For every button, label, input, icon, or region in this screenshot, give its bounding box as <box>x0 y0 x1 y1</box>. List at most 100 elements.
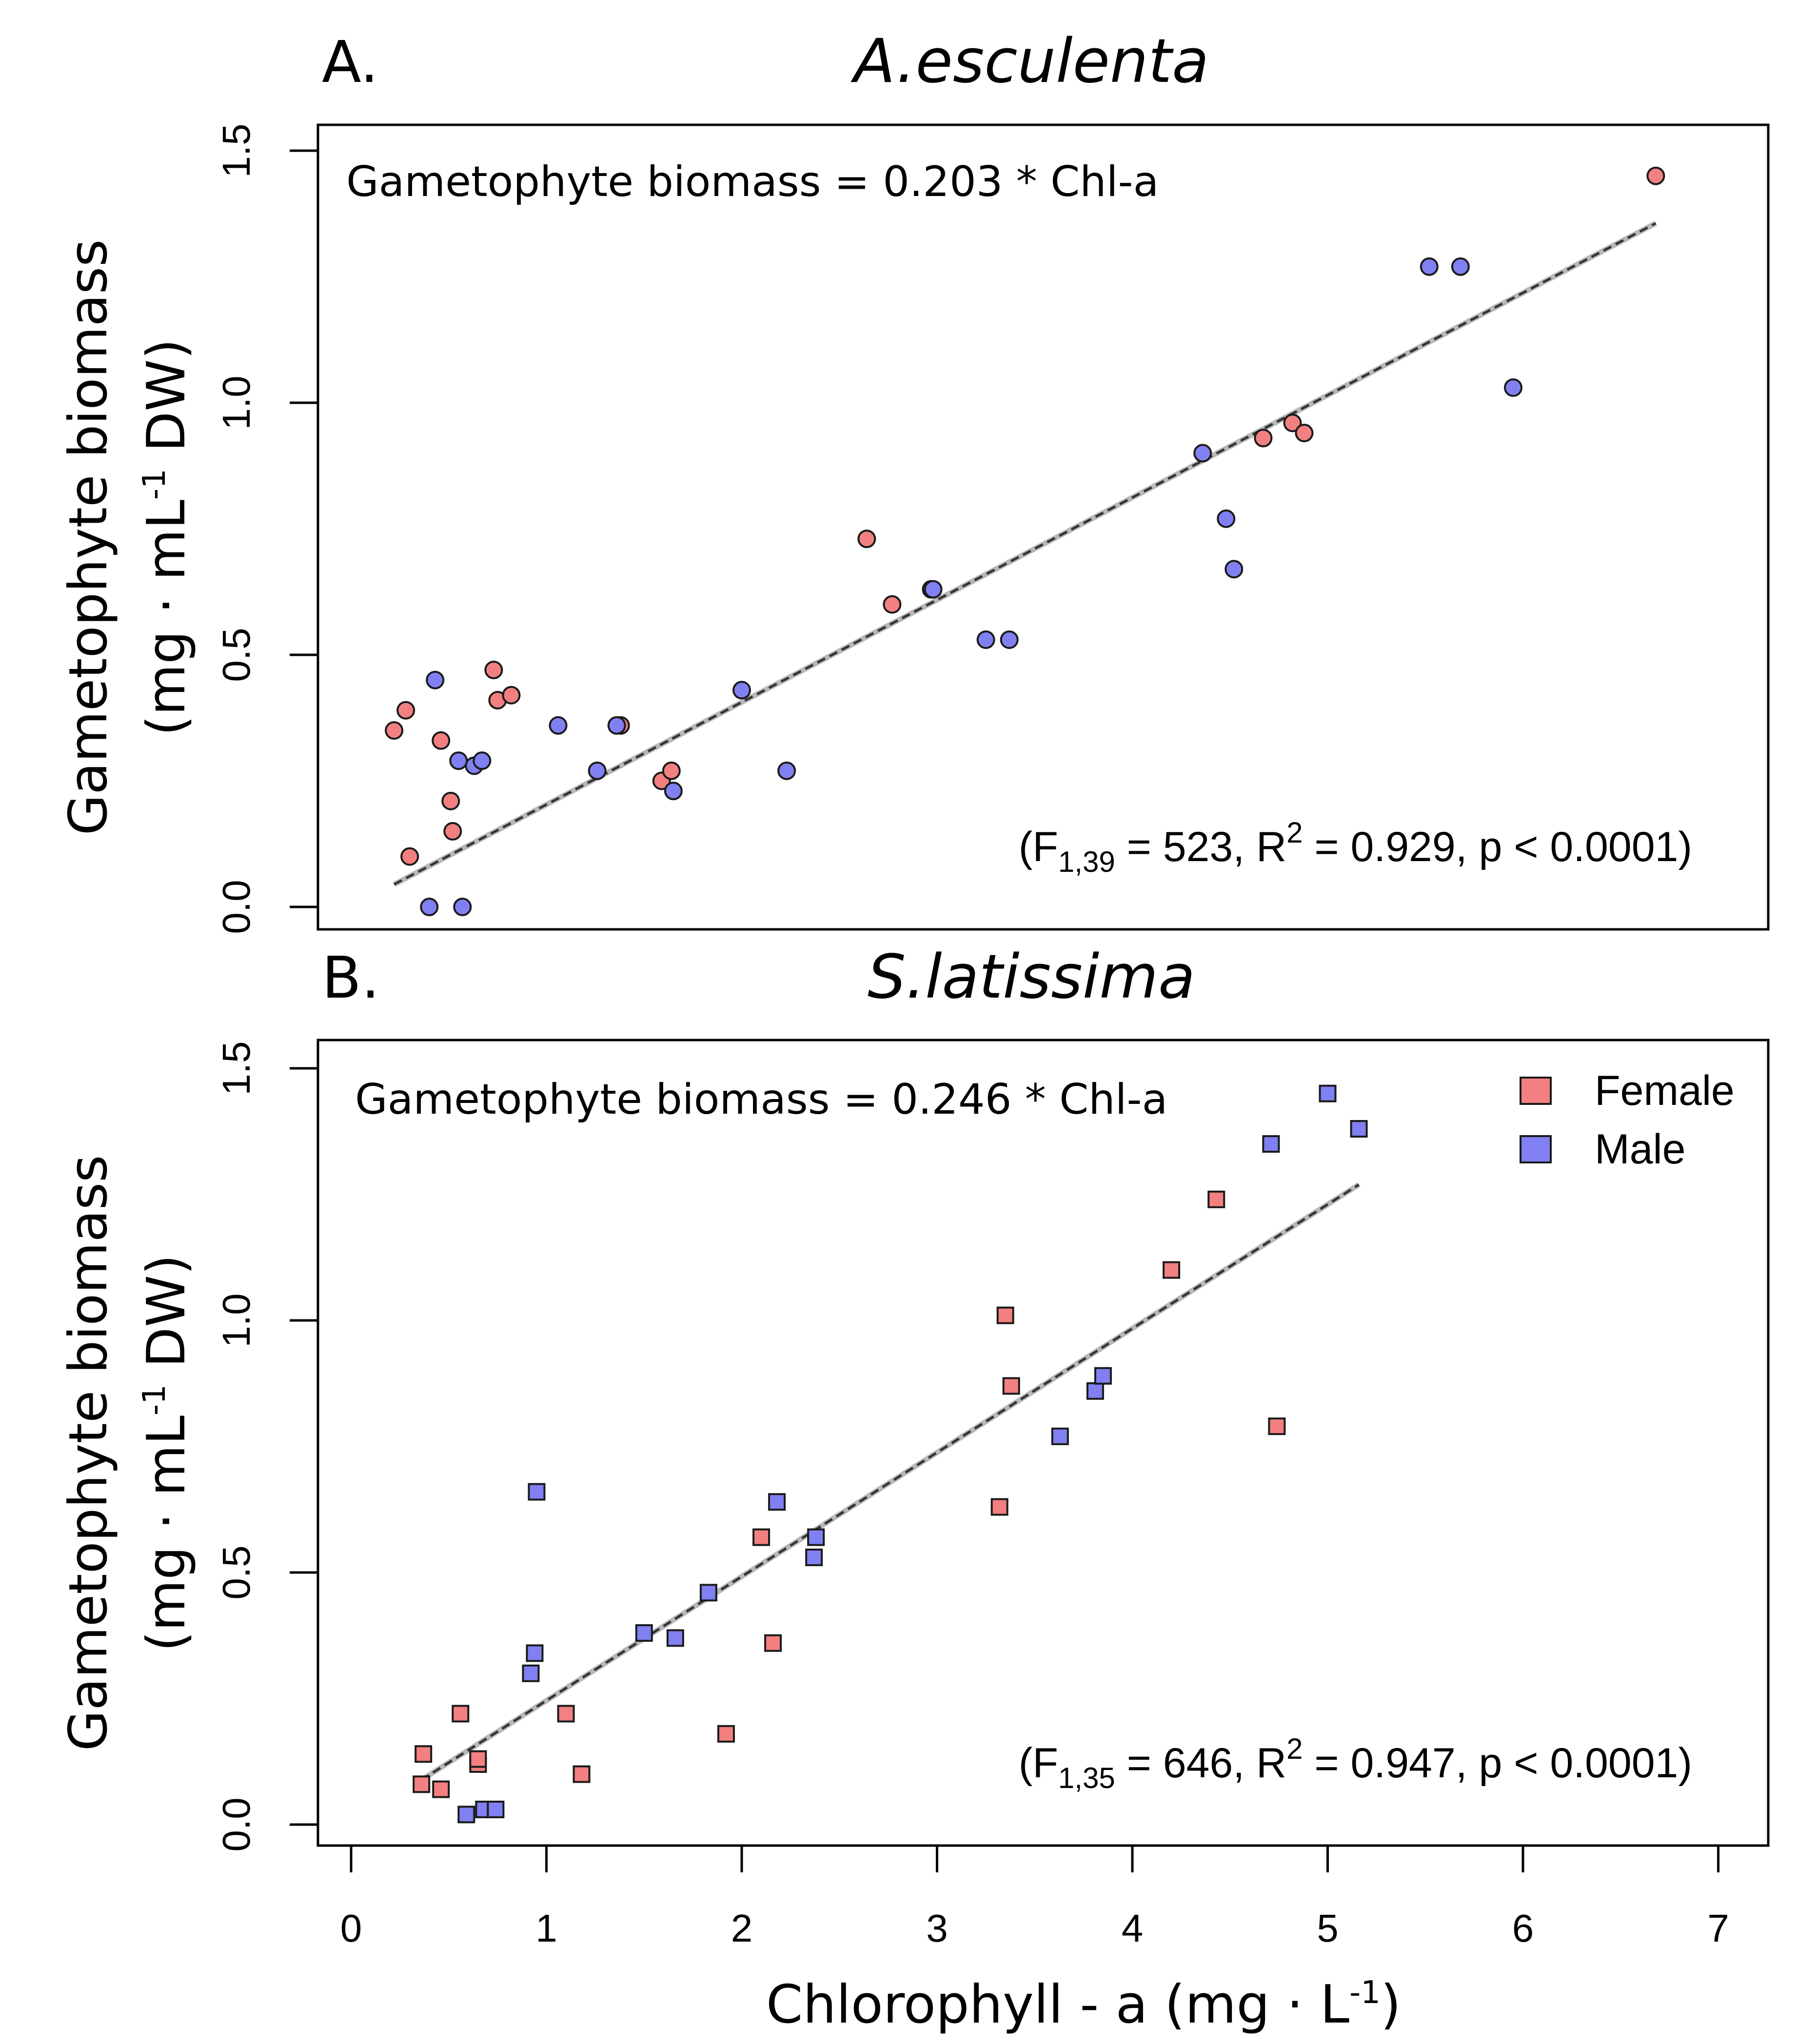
panel-a-point-male <box>1193 444 1212 463</box>
panel-a-point-female <box>432 731 451 750</box>
panel-b-point-female <box>1207 1190 1225 1208</box>
panel-a-point-female <box>484 661 503 680</box>
panel-a-point-male <box>777 761 796 780</box>
panel-b-x-tick-label: 6 <box>1512 1906 1534 1950</box>
panel-a-point-female <box>883 595 902 614</box>
panel-b-point-female <box>1002 1377 1020 1395</box>
panel-a-letter: A. <box>322 28 378 96</box>
panel-b: B. S.latissima Gametophyte biomass = 0.2… <box>215 942 1770 1950</box>
panel-a-point-male <box>976 630 995 649</box>
panel-b-point-male <box>1086 1382 1104 1400</box>
panel-a-y-tick-label: 1.0 <box>215 375 258 430</box>
panel-a-point-male <box>1503 378 1522 397</box>
panel-a-point-female <box>857 530 876 549</box>
legend: Female Male <box>1520 1067 1735 1173</box>
panel-a-point-male <box>588 761 607 780</box>
panel-a-point-male <box>607 716 626 735</box>
panel-b-y-tick-label: 0.5 <box>215 1545 258 1599</box>
panel-a-equation: Gametophyte biomass = 0.203 * Chl-a <box>346 157 1159 206</box>
panel-b-x-tick-label: 7 <box>1707 1906 1729 1950</box>
legend-female-swatch <box>1520 1077 1552 1105</box>
panel-b-point-female <box>573 1765 591 1783</box>
legend-male-label: Male <box>1595 1126 1685 1173</box>
panel-b-point-male <box>1319 1084 1337 1102</box>
panel-b-point-male <box>635 1624 653 1642</box>
panel-b-point-female <box>1268 1417 1286 1435</box>
panel-a-point-male <box>453 898 472 916</box>
panel-a-point-male <box>924 580 943 599</box>
panel-a-point-female <box>1283 413 1302 432</box>
panel-b-x-tick-label: 5 <box>1317 1906 1339 1950</box>
panel-b-point-female <box>432 1780 450 1798</box>
panel-b-title: S.latissima <box>868 942 1195 1012</box>
panel-b-stats: (F1,35 = 646, R2 = 0.947, p < 0.0001) <box>1019 1732 1692 1794</box>
panel-b-plot-frame <box>316 1039 1770 1847</box>
panel-a-point-male <box>664 782 683 801</box>
panel-a-y-axis-title-line1: Gametophyte biomass <box>58 239 119 836</box>
panel-b-point-female <box>415 1745 433 1763</box>
panel-b-point-male <box>1262 1135 1280 1153</box>
panel-b-x-tick-label: 3 <box>926 1906 948 1950</box>
panel-b-y-axis-title-line2: (mg · mL-1 DW) <box>136 1255 197 1652</box>
panel-a-fit-line <box>393 220 1657 887</box>
panel-b-y-tick-label: 1.5 <box>215 1041 258 1095</box>
panel-b-y-tick-label: 1.0 <box>215 1293 258 1347</box>
panel-a-point-male <box>449 751 468 770</box>
panel-b-equation: Gametophyte biomass = 0.246 * Chl-a <box>355 1075 1167 1124</box>
panel-b-x-tick-label: 4 <box>1122 1906 1144 1950</box>
panel-b-point-female <box>452 1705 470 1723</box>
panel-a-point-male <box>1217 509 1236 528</box>
panel-a-title: A.esculenta <box>850 26 1209 97</box>
panel-b-point-male <box>528 1483 546 1501</box>
panel-a-y-tick-label: 0.5 <box>215 628 258 682</box>
panel-a-point-female <box>662 761 681 780</box>
panel-b-point-male <box>699 1584 717 1602</box>
legend-male-swatch <box>1520 1135 1552 1163</box>
panel-a-stats: (F1,39 = 523, R2 = 0.929, p < 0.0001) <box>1019 816 1692 878</box>
panel-a-y-tick-label: 1.5 <box>215 123 258 177</box>
panel-b-points <box>413 1084 1368 1824</box>
panel-b-point-female <box>717 1725 735 1743</box>
panel-b-point-male <box>1350 1120 1368 1138</box>
panel-a-point-female <box>385 721 404 740</box>
panel-b-point-male <box>526 1644 544 1662</box>
x-axis-title: Chlorophyll - a (mg · L-1) <box>766 1974 1401 2035</box>
panel-a-point-male <box>1420 257 1439 276</box>
panel-b-point-male <box>805 1548 823 1566</box>
panel-b-point-male <box>1051 1427 1069 1445</box>
panel-a-y-tick-label: 0.0 <box>215 880 258 934</box>
panel-a-point-female <box>1646 166 1665 185</box>
panel-a-point-male <box>1225 560 1244 579</box>
panel-a-point-female <box>443 822 462 841</box>
panel-a-point-male <box>549 716 568 735</box>
panel-b-point-female <box>469 1750 487 1768</box>
panel-b-y-axis: 0.0 0.5 1.0 1.5 <box>215 1041 318 1852</box>
panel-b-point-female <box>996 1306 1014 1324</box>
panel-a-points <box>385 166 1665 916</box>
panel-a-point-female <box>1254 429 1273 448</box>
panel-b-point-female <box>764 1634 782 1652</box>
panel-a-point-male <box>426 670 445 689</box>
panel-a-point-male <box>420 898 439 916</box>
panel-b-point-male <box>768 1493 786 1511</box>
panel-a-point-female <box>502 686 521 705</box>
panel-a-plot-frame <box>316 123 1770 931</box>
panel-a-y-axis: 0.0 0.5 1.0 1.5 <box>215 123 318 934</box>
panel-a-point-male <box>732 681 751 700</box>
panel-a-point-female <box>441 791 460 810</box>
panel-a-point-male <box>1451 257 1470 276</box>
panel-b-point-male <box>457 1806 475 1824</box>
panel-b-point-female <box>752 1528 771 1546</box>
panel-b-point-female <box>557 1705 575 1723</box>
panel-b-x-tick-label: 2 <box>731 1906 753 1950</box>
panel-b-letter: B. <box>322 944 379 1011</box>
panel-a-point-female <box>400 847 419 866</box>
panel-b-fit-line-dashed <box>420 1183 1360 1781</box>
panel-a-point-female <box>396 701 415 720</box>
panel-b-point-male <box>522 1664 540 1682</box>
panel-a-point-male <box>1000 630 1019 649</box>
panel-b-fit-line <box>420 1182 1361 1783</box>
panel-b-point-male <box>807 1528 825 1546</box>
panel-b-point-male <box>487 1800 505 1818</box>
